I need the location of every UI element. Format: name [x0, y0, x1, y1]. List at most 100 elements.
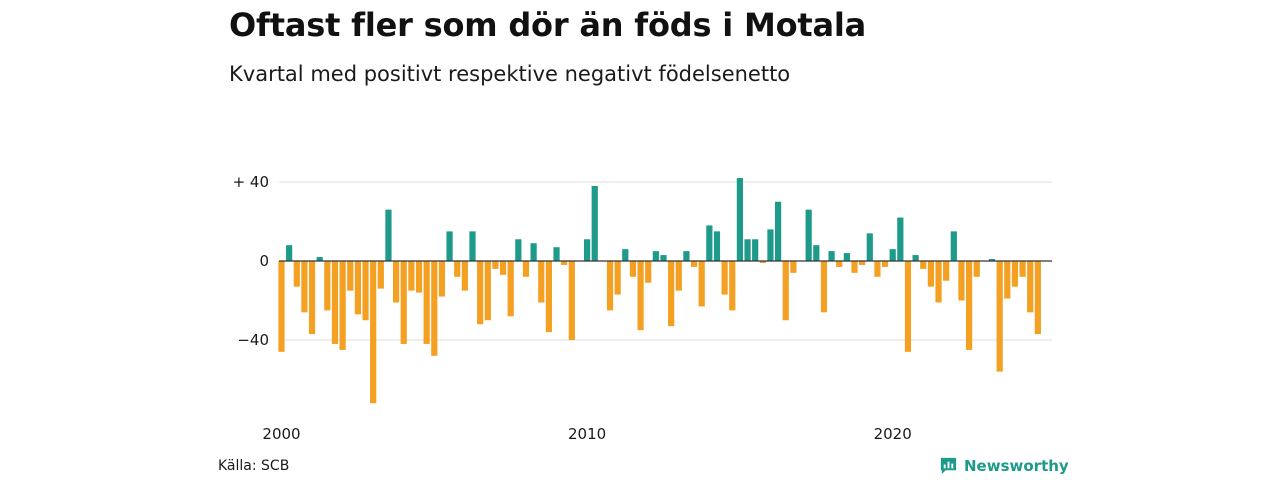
bar-negative — [958, 261, 965, 301]
bar-negative — [568, 261, 575, 340]
bar-negative — [782, 261, 789, 321]
brand-name: Newsworthy — [964, 456, 1069, 475]
bar-negative — [935, 261, 942, 303]
bar-negative — [477, 261, 484, 325]
bar-negative — [538, 261, 545, 303]
bar-negative — [431, 261, 438, 356]
bar-negative — [904, 261, 912, 352]
bar-negative — [675, 261, 682, 291]
bar-positive — [515, 239, 522, 261]
bar-negative — [354, 261, 361, 315]
bar-negative — [881, 261, 889, 267]
bar-positive — [584, 239, 591, 261]
bar-negative — [400, 261, 407, 344]
bar-positive — [683, 251, 690, 262]
bar-positive — [469, 231, 476, 262]
bar-negative — [943, 261, 950, 281]
bar-positive — [744, 239, 751, 261]
y-tick-label: + 40 — [233, 173, 269, 191]
bar-negative — [606, 261, 614, 311]
bar-negative — [278, 261, 285, 352]
bar-negative — [614, 261, 621, 295]
bar-positive — [950, 231, 957, 262]
bar-negative — [492, 261, 499, 269]
bar-negative — [370, 261, 377, 404]
brand-logo[interactable]: Newsworthy — [939, 456, 1069, 475]
bar-positive — [660, 255, 667, 261]
chart-subtitle: Kvartal med positivt respektive negativt… — [229, 62, 791, 86]
bar-positive — [767, 229, 774, 261]
bar-positive — [530, 243, 537, 261]
x-axis-ticks: 2000 2010 2020 — [262, 425, 911, 443]
bar-negative — [377, 261, 384, 289]
grid-lines — [279, 181, 1052, 341]
bar-negative — [347, 261, 354, 291]
bar-negative — [499, 261, 507, 275]
bar-negative — [966, 261, 973, 350]
bar-positive — [553, 247, 560, 261]
bar-positive — [805, 209, 812, 261]
chart-title: Oftast fler som dör än föds i Motala — [229, 6, 867, 44]
bar-negative — [629, 261, 637, 277]
bar-positive — [385, 209, 392, 261]
bar-negative — [1011, 261, 1019, 287]
bar-negative — [859, 261, 866, 265]
bar-negative — [690, 261, 698, 267]
bar-positive — [866, 233, 873, 261]
bar-negative — [522, 261, 530, 277]
bar-negative — [408, 261, 415, 291]
bar-negative — [393, 261, 400, 303]
bar-negative — [339, 261, 346, 350]
bar-positive — [752, 239, 759, 261]
bar-positive — [652, 251, 659, 262]
bar-positive — [843, 253, 850, 261]
y-tick-label: 0 — [259, 252, 269, 270]
bar-positive — [828, 251, 835, 262]
bar-negative — [996, 261, 1003, 372]
x-tick-label: 2000 — [262, 425, 300, 443]
bar-negative — [820, 261, 828, 313]
bar-positive — [775, 201, 782, 261]
bar-negative — [920, 261, 927, 269]
bar-negative — [645, 261, 652, 283]
y-axis-ticks: + 40 0 −40 — [233, 173, 269, 349]
bar-positive — [889, 249, 896, 261]
bar-negative — [545, 261, 552, 333]
source-note: Källa: SCB — [218, 458, 290, 474]
bar-positive — [706, 225, 713, 261]
bar-negative — [973, 261, 980, 277]
newsworthy-logo-icon — [940, 457, 957, 475]
bar-positive — [286, 245, 293, 261]
bar-positive — [897, 217, 904, 261]
bar-positive — [988, 259, 996, 261]
bar-negative — [759, 261, 766, 263]
x-tick-label: 2020 — [874, 425, 912, 443]
bar-positive — [446, 231, 453, 262]
bar-negative — [790, 261, 797, 273]
bar-negative — [729, 261, 736, 311]
bar-negative — [331, 261, 339, 344]
bar-negative — [698, 261, 705, 307]
bar-negative — [415, 261, 423, 293]
bar-negative — [454, 261, 461, 277]
bar-negative — [293, 261, 300, 287]
bar-negative — [836, 261, 843, 267]
bar-negative — [461, 261, 468, 291]
bar-negative — [851, 261, 858, 273]
bar-negative — [324, 261, 331, 311]
bar-negative — [507, 261, 514, 317]
x-tick-label: 2010 — [568, 425, 606, 443]
bar-negative — [1027, 261, 1034, 313]
y-tick-label: −40 — [237, 331, 269, 349]
bar-negative — [301, 261, 308, 313]
bar-negative — [423, 261, 430, 344]
bar-positive — [591, 185, 598, 261]
bar-positive — [316, 257, 323, 261]
bar-negative — [362, 261, 369, 321]
bar-negative — [927, 261, 934, 287]
bar-negative — [1004, 261, 1011, 299]
bar-positive — [813, 245, 820, 261]
bar-negative — [1019, 261, 1026, 277]
